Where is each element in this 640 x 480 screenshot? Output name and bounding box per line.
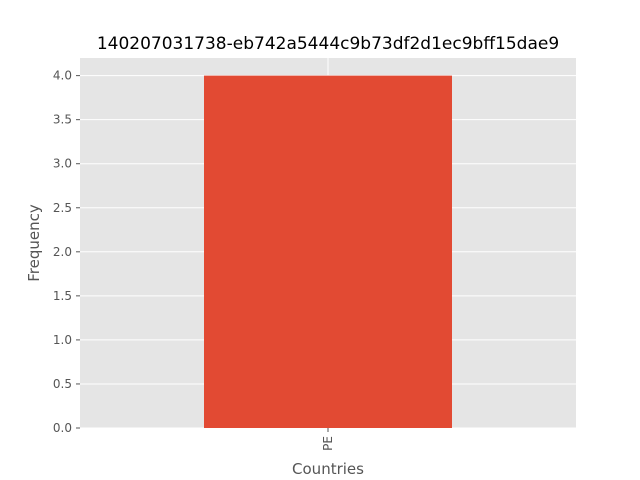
x-tick-label: PE (321, 436, 335, 451)
chart-title: 140207031738-eb742a5444c9b73df2d1ec9bff1… (97, 34, 559, 54)
y-tick-label: 2.5 (53, 201, 72, 215)
y-tick-label: 3.0 (53, 157, 72, 171)
x-axis-label: Countries (292, 460, 364, 478)
bars (204, 75, 452, 428)
y-tick-label: 0.5 (53, 377, 72, 391)
y-tick-label: 1.0 (53, 333, 72, 347)
x-axis-ticks: PE (321, 428, 335, 451)
bar-pe (204, 75, 452, 428)
y-axis-ticks: 0.0 0.5 1.0 1.5 2.0 2.5 3.0 3.5 4.0 (53, 69, 80, 435)
y-tick-label: 2.0 (53, 245, 72, 259)
y-axis-label: Frequency (25, 204, 43, 282)
y-tick-label: 4.0 (53, 69, 72, 83)
y-tick-label: 0.0 (53, 421, 72, 435)
y-tick-label: 3.5 (53, 113, 72, 127)
y-tick-label: 1.5 (53, 289, 72, 303)
